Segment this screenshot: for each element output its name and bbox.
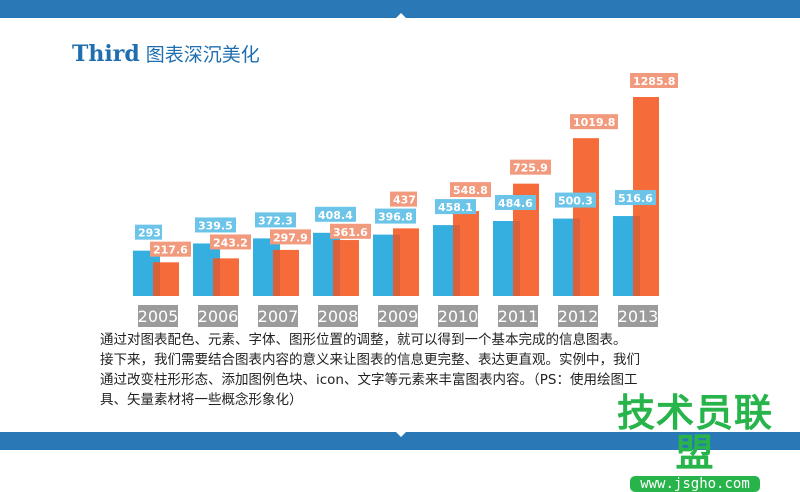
- data-label-series2-bg: [570, 114, 618, 130]
- watermark-text: 技术员联盟: [616, 391, 773, 475]
- data-label-series1-bg: [375, 208, 416, 224]
- data-label-series2-bg: [210, 234, 251, 250]
- data-label-series2-bg: [510, 159, 551, 175]
- data-label-series2: 437: [393, 194, 416, 207]
- bar-overlap: [273, 249, 280, 296]
- title-en: Third: [72, 41, 140, 67]
- category-label: 2009: [378, 307, 419, 326]
- data-label-series1-bg: [615, 190, 656, 206]
- category-label: 2008: [318, 307, 359, 326]
- data-label-series2: 1019.8: [573, 116, 615, 129]
- category-label-bg: [378, 305, 418, 327]
- data-label-series2: 725.9: [513, 162, 548, 175]
- bar-overlap: [633, 216, 640, 296]
- data-label-series1-bg: [315, 206, 356, 222]
- data-label-series1: 484.6: [498, 197, 533, 210]
- data-label-series2: 243.2: [213, 236, 248, 249]
- category-label-bg: [438, 305, 478, 327]
- top-bar: [0, 0, 800, 18]
- category-label-bg: [558, 305, 598, 327]
- data-label-series1: 339.5: [198, 219, 233, 232]
- description-line: 通过改变柱形形态、添加图例色块、icon、文字等元素来丰富图表内容。（PS：使用…: [100, 372, 638, 388]
- category-label: 2013: [618, 307, 659, 326]
- data-label-series1: 458.1: [438, 201, 473, 214]
- category-label-bg: [198, 305, 238, 327]
- data-label-series2-bg: [270, 229, 311, 245]
- page-title: Third 图表深沉美化: [72, 40, 260, 67]
- watermark-logo: 技术员联盟 www.jsgho.com: [600, 393, 790, 492]
- category-label-bg: [498, 305, 538, 327]
- data-label-series2: 217.6: [153, 244, 188, 257]
- data-label-series2: 297.9: [273, 231, 308, 244]
- data-label-series1-bg: [555, 192, 596, 208]
- top-notch: [396, 13, 406, 18]
- data-label-series1-bg: [135, 224, 162, 240]
- data-label-series2-bg: [150, 241, 191, 257]
- bottom-notch: [396, 432, 406, 437]
- description-line: 具、矢量素材将一些概念形象化）: [100, 392, 303, 408]
- category-label-bg: [138, 305, 178, 327]
- category-label: 2007: [258, 307, 299, 326]
- description: 通过对图表配色、元素、字体、图形位置的调整，就可以得到一个基本完成的信息图表。 …: [100, 330, 700, 410]
- bar-overlap: [213, 258, 220, 296]
- bar-chart: 293 217.6 2005 339.5 243.2 2006 372.3 297.9 2007…: [133, 73, 678, 327]
- category-label: 2006: [198, 307, 239, 326]
- description-line: 接下来，我们需要结合图表内容的意义来让图表的信息更完整、表达更直观。实例中，我们: [100, 352, 640, 368]
- bar-overlap: [393, 234, 400, 296]
- description-line: 通过对图表配色、元素、字体、图形位置的调整，就可以得到一个基本完成的信息图表。: [100, 332, 627, 348]
- bar-overlap: [573, 218, 580, 296]
- category-label: 2011: [498, 307, 539, 326]
- data-label-series1-bg: [435, 199, 476, 215]
- category-label: 2010: [438, 307, 479, 326]
- data-label-series2: 361.6: [333, 226, 368, 239]
- bar-overlap: [153, 262, 160, 296]
- bar-overlap: [513, 220, 520, 296]
- category-label-bg: [618, 305, 658, 327]
- category-label: 2005: [138, 307, 179, 326]
- data-label-series2-bg: [330, 223, 371, 239]
- data-label-series1: 516.6: [618, 192, 653, 205]
- data-label-series2-bg: [450, 182, 491, 198]
- data-label-series2-bg: [390, 191, 417, 207]
- data-label-series1: 372.3: [258, 214, 293, 227]
- data-label-series1: 396.8: [378, 211, 413, 224]
- data-label-series1: 408.4: [318, 209, 353, 222]
- data-label-series2: 548.8: [453, 184, 488, 197]
- data-label-series2-bg: [630, 73, 678, 88]
- data-label-series1: 293: [138, 227, 161, 240]
- category-label: 2012: [558, 307, 599, 326]
- data-label-series1-bg: [255, 212, 296, 228]
- bottom-bar: [0, 432, 800, 450]
- category-label-bg: [258, 305, 298, 327]
- data-label-series1-bg: [195, 217, 236, 233]
- data-label-series2: 1285.8: [633, 75, 675, 88]
- data-label-series1: 500.3: [558, 195, 593, 208]
- title-cn: 图表深沉美化: [145, 44, 260, 66]
- category-label-bg: [318, 305, 358, 327]
- data-label-series1-bg: [495, 194, 536, 210]
- bar-overlap: [453, 225, 460, 296]
- watermark-url: www.jsgho.com: [630, 476, 760, 492]
- bar-overlap: [333, 240, 340, 296]
